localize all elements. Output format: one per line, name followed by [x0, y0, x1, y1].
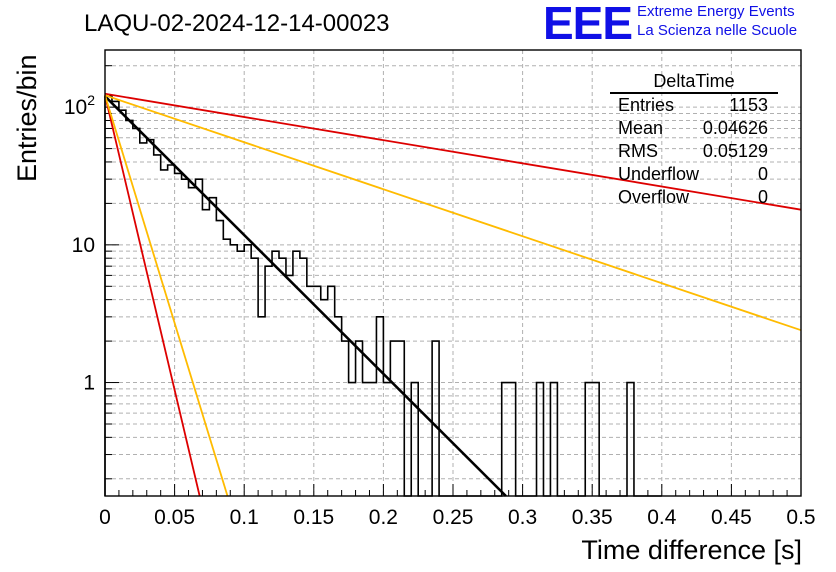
x-tick-label: 0 [99, 506, 111, 529]
fit-line [104, 95, 201, 497]
stats-key: RMS [618, 141, 658, 161]
stats-key: Entries [618, 95, 675, 115]
y-tick-label: 102 [64, 92, 95, 119]
stats-value: 0 [757, 164, 768, 184]
plot-frame [104, 49, 802, 497]
stats-row-overflow: Overflow 0 [610, 186, 778, 209]
plot-title: LAQU-02-2024-12-14-00023 [84, 10, 390, 37]
x-tick-label: 0.1 [230, 506, 259, 529]
x-axis-label: Time difference [s] [581, 535, 802, 565]
stats-key: Underflow [618, 164, 700, 184]
stats-value: 0 [757, 187, 768, 207]
x-tick-label: 0.4 [647, 506, 677, 529]
stats-title: DeltaTime [653, 71, 735, 91]
y-tick-label: 1 [83, 372, 95, 395]
x-tick-label: 0.15 [293, 506, 334, 529]
logo-text-line2: La Scienza nelle Scuole [637, 22, 798, 39]
x-tick-label: 0.5 [786, 506, 815, 529]
stats-value: 0.04626 [702, 118, 768, 138]
fit-line [104, 92, 802, 211]
x-tick-label: 0.05 [154, 506, 195, 529]
fit-line [104, 94, 229, 497]
logo-text-line1: Extreme Energy Events [637, 3, 795, 20]
y-axis-label: Entries/bin [12, 54, 42, 182]
eee-logo: EEE [543, 0, 633, 49]
x-tick-label: 0.2 [369, 506, 398, 529]
x-tick-label: 0.25 [433, 506, 474, 529]
stats-row-entries: Entries 1153 [610, 94, 778, 117]
stats-key: Mean [618, 118, 664, 138]
fit-line [104, 94, 802, 332]
x-tick-label: 0.3 [508, 506, 537, 529]
x-tick-label: 0.45 [711, 506, 752, 529]
stats-row-underflow: Underflow 0 [610, 163, 778, 186]
fit-line [104, 95, 507, 497]
stats-key: Overflow [618, 187, 690, 207]
stats-divider [610, 92, 778, 94]
stats-row-rms: RMS 0.05129 [610, 140, 778, 163]
stats-row-mean: Mean 0.04626 [610, 117, 778, 140]
stats-value: 1153 [729, 95, 768, 115]
y-tick-label: 10 [72, 234, 95, 257]
x-tick-label: 0.35 [572, 506, 613, 529]
stats-value: 0.05129 [702, 141, 768, 161]
stats-box: DeltaTime Entries 1153 Mean 0.04626 RMS … [610, 70, 778, 209]
